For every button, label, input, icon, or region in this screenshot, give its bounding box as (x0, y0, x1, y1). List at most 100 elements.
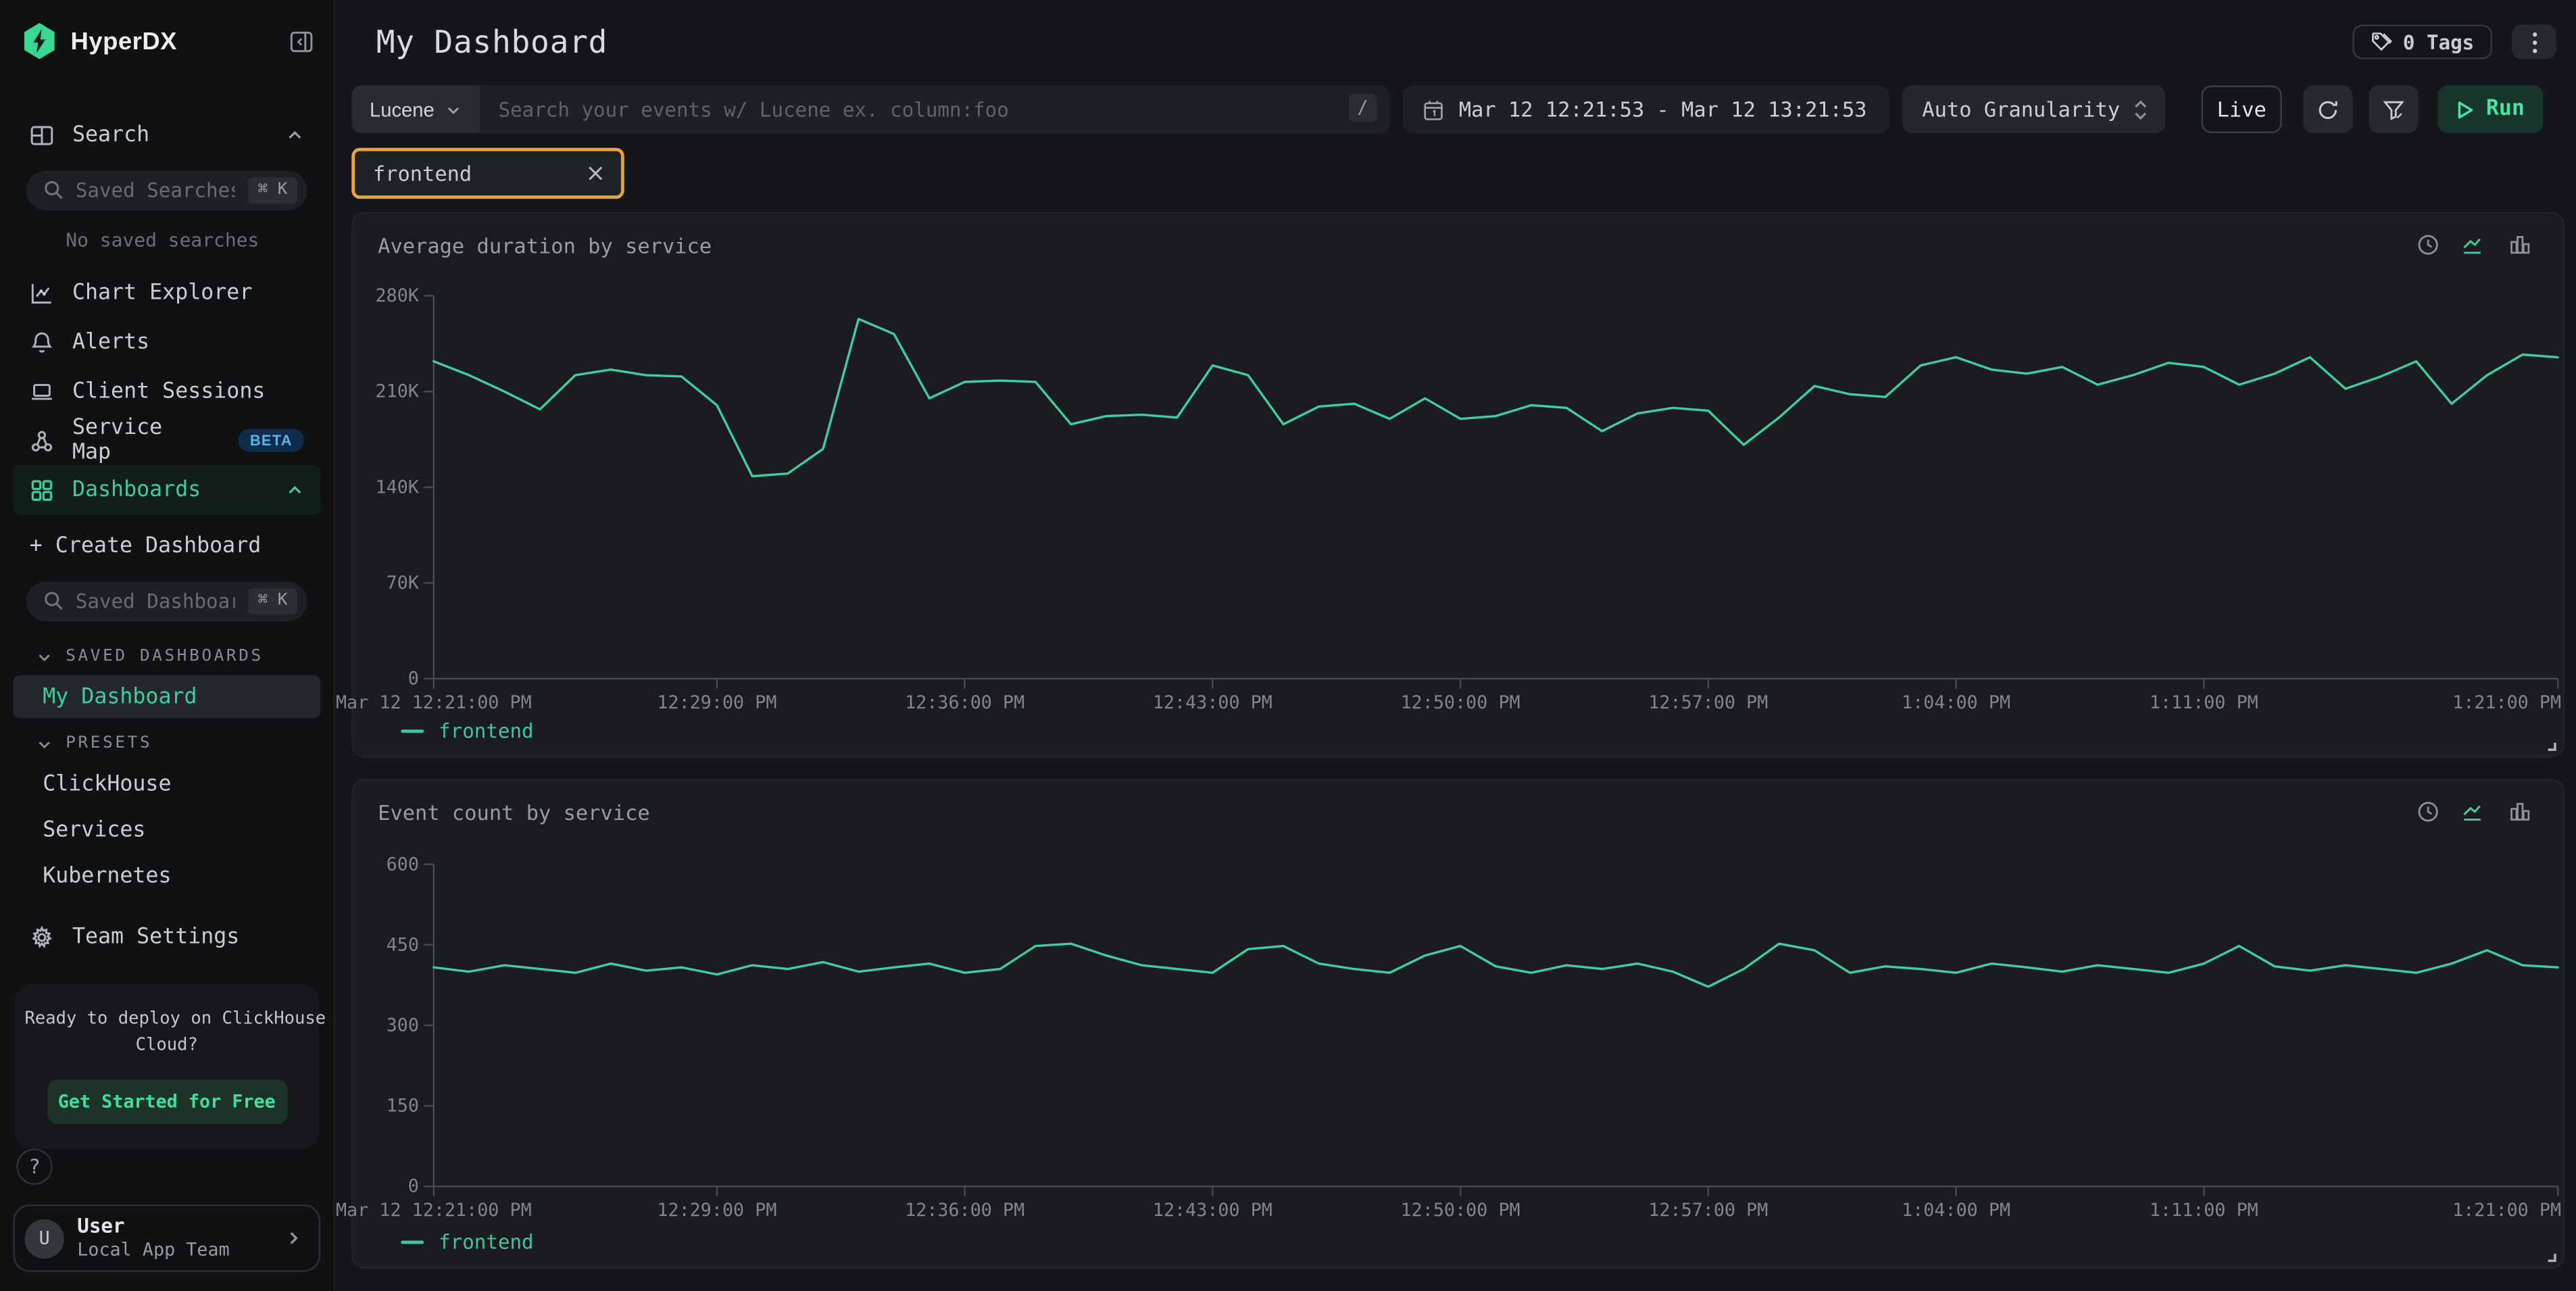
section-label-text: SAVED DASHBOARDS (66, 647, 264, 666)
service-map-icon (31, 430, 53, 451)
chart-legend[interactable]: frontend (378, 720, 2538, 743)
service-filter-chip[interactable]: frontend (351, 147, 624, 199)
create-dashboard-label: + Create Dashboard (29, 533, 262, 558)
user-name: User (77, 1215, 125, 1238)
legend-series-label: frontend (439, 1230, 534, 1254)
chevron-up-icon (289, 130, 301, 138)
filter-chip-label: frontend (372, 161, 472, 186)
event-count-line-chart[interactable]: 0 150 300 450 600 Mar 12 12:21:00 PM 12:29:00 … (336, 827, 2561, 1227)
svg-text:0: 0 (408, 668, 419, 689)
sidebar-nav: Search ⌘ K No saved searches Chart Explo… (0, 80, 334, 633)
logo-row: HyperDX (0, 0, 334, 80)
sidebar-item-dashboards[interactable]: Dashboards (13, 465, 321, 514)
line-chart-icon[interactable] (2461, 800, 2487, 823)
svg-text:1:11:00 PM: 1:11:00 PM (2150, 692, 2258, 713)
query-toolbar: Lucene / Mar 12 12:21:53 - Mar 12 13:21:… (351, 85, 2556, 133)
section-saved-dashboards[interactable]: SAVED DASHBOARDS (0, 633, 334, 674)
avatar: U (24, 1218, 64, 1259)
resize-handle-icon[interactable] (2543, 1249, 2556, 1263)
bell-icon (31, 331, 53, 352)
svg-text:12:57:00 PM: 12:57:00 PM (1648, 692, 1768, 713)
clock-icon[interactable] (2417, 233, 2439, 256)
promo-text-line1: Ready to deploy on ClickHouse (24, 1008, 326, 1029)
main-content: My Dashboard 0 Tags Lucene / (335, 0, 2576, 1291)
svg-text:12:57:00 PM: 12:57:00 PM (1648, 1200, 1768, 1221)
run-button[interactable]: Run (2437, 85, 2544, 133)
avg-duration-line-chart[interactable]: 0 70K 140K 210K 280K Mar 12 12:21:00 PM 12:29:… (336, 260, 2561, 716)
search-icon (45, 591, 63, 610)
sidebar-item-chart-explorer[interactable]: Chart Explorer (13, 268, 320, 317)
sidebar-item-alerts[interactable]: Alerts (13, 317, 320, 366)
sidebar-item-service-map[interactable]: Service Map BETA (13, 416, 320, 465)
help-button[interactable]: ? (16, 1148, 53, 1186)
close-icon[interactable] (587, 164, 605, 182)
slash-shortcut-badge: / (1348, 93, 1377, 125)
search-input[interactable] (480, 85, 1390, 133)
svg-text:1:11:00 PM: 1:11:00 PM (2150, 1200, 2258, 1221)
live-button[interactable]: Live (2201, 85, 2282, 133)
section-label-text: PRESETS (66, 734, 153, 753)
svg-text:1:21:00 PM: 1:21:00 PM (2452, 692, 2561, 713)
chevron-down-icon (39, 654, 50, 661)
get-started-button[interactable]: Get Started for Free (47, 1079, 287, 1123)
kebab-menu-button[interactable] (2512, 24, 2556, 59)
create-dashboard-button[interactable]: + Create Dashboard (13, 521, 320, 570)
saved-dashboards-box: ⌘ K (26, 581, 307, 621)
svg-text:210K: 210K (376, 381, 419, 402)
preset-item-clickhouse[interactable]: ClickHouse (43, 771, 172, 796)
search-icon (45, 180, 63, 199)
svg-text:0: 0 (408, 1176, 419, 1197)
language-select[interactable]: Lucene (351, 85, 480, 133)
clock-icon[interactable] (2417, 800, 2439, 823)
filter-button[interactable] (2369, 85, 2419, 133)
svg-text:12:43:00 PM: 12:43:00 PM (1153, 1200, 1272, 1221)
tags-icon (2371, 32, 2392, 51)
sidebar-item-label: Dashboards (72, 477, 201, 502)
bar-chart-icon[interactable] (2508, 233, 2531, 256)
chart-title: Average duration by service (378, 233, 712, 258)
chevron-right-icon (290, 1232, 298, 1245)
refresh-button[interactable] (2303, 85, 2353, 133)
resize-handle-icon[interactable] (2543, 738, 2556, 752)
chart-legend[interactable]: frontend (378, 1231, 2538, 1254)
svg-text:12:29:00 PM: 12:29:00 PM (657, 692, 776, 713)
sidebar-item-label: Chart Explorer (72, 280, 253, 305)
section-presets[interactable]: PRESETS (0, 720, 334, 761)
filter-icon (2383, 100, 2404, 120)
selector-icon (2135, 99, 2147, 120)
sidebar-item-search[interactable]: Search (13, 110, 320, 160)
calendar-icon (1424, 100, 1443, 120)
sidebar-item-client-sessions[interactable]: Client Sessions (13, 366, 320, 416)
laptop-icon (32, 383, 52, 399)
granularity-select[interactable]: Auto Granularity (1902, 85, 2166, 133)
dashboards-icon (31, 479, 53, 500)
table-icon (30, 125, 53, 145)
sidebar-collapse-icon[interactable] (289, 29, 314, 53)
tags-button[interactable]: 0 Tags (2352, 24, 2492, 59)
help-icon: ? (28, 1155, 41, 1179)
bar-chart-icon[interactable] (2508, 800, 2531, 823)
preset-item-kubernetes[interactable]: Kubernetes (43, 863, 172, 889)
kebab-icon (2531, 31, 2537, 53)
clickhouse-cloud-promo: Ready to deploy on ClickHouse Cloud? Get… (14, 984, 326, 1148)
sidebar-item-label: Alerts (72, 329, 150, 354)
svg-text:600: 600 (387, 854, 419, 875)
saved-dashboard-item[interactable]: My Dashboard (13, 675, 321, 718)
svg-text:280K: 280K (376, 285, 419, 306)
run-button-label: Run (2485, 97, 2525, 122)
svg-text:1:04:00 PM: 1:04:00 PM (1902, 692, 2010, 713)
svg-text:450: 450 (387, 934, 419, 955)
gear-icon (32, 925, 52, 948)
chart-card-event-count: Event count by service 0 150 300 450 600 Mar … (336, 779, 2565, 1269)
hyperdx-logo-icon (24, 23, 55, 59)
preset-item-services[interactable]: Services (43, 817, 146, 842)
chevron-down-icon (39, 741, 50, 748)
user-menu[interactable]: U User Local App Team (13, 1204, 321, 1272)
svg-text:12:43:00 PM: 12:43:00 PM (1153, 692, 1272, 713)
sidebar-item-team-settings[interactable]: Team Settings (13, 912, 320, 961)
no-saved-searches-text: No saved searches (66, 228, 259, 251)
line-chart-icon[interactable] (2461, 233, 2487, 256)
svg-text:12:36:00 PM: 12:36:00 PM (905, 1200, 1024, 1221)
date-range-picker[interactable]: Mar 12 12:21:53 - Mar 12 13:21:53 (1403, 85, 1889, 133)
